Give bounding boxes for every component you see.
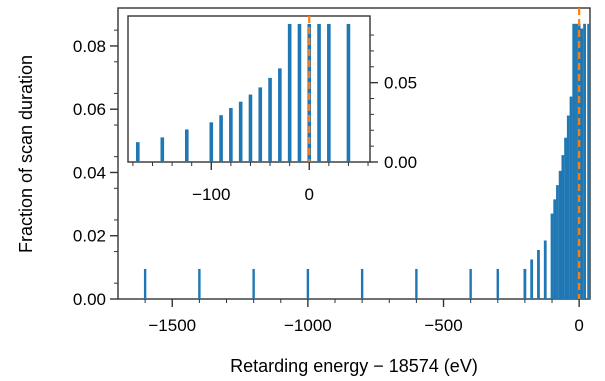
- main-bar: [523, 268, 527, 299]
- main-axes: −1500 −1000 −500 00.000.020.040.060.08: [73, 29, 584, 335]
- main-x-tick-label: 0: [574, 316, 583, 335]
- inset-y-tick-label: 0.00: [384, 153, 417, 172]
- main-y-tick-label: 0.04: [73, 163, 106, 182]
- main-bar: [469, 268, 472, 299]
- main-bar: [537, 249, 540, 299]
- inset-bar: [307, 23, 312, 162]
- main-x-tick-label: −1500: [148, 316, 196, 335]
- main-bar: [577, 23, 581, 300]
- inset-bar: [287, 23, 292, 162]
- main-bar: [580, 28, 584, 299]
- inset-bar: [238, 101, 243, 162]
- inset-bar: [248, 94, 253, 162]
- main-bar: [556, 185, 559, 299]
- main-bar: [575, 23, 578, 300]
- main-bar: [564, 137, 567, 299]
- inset-bar: [327, 23, 331, 162]
- inset-x-tick-label: 0: [305, 185, 314, 204]
- inset-bar: [278, 68, 282, 162]
- inset-bar: [184, 129, 189, 162]
- inset-bar: [258, 87, 263, 162]
- main-bar: [198, 268, 201, 299]
- inset-bar: [268, 77, 272, 162]
- main-bar: [530, 259, 534, 299]
- main-bar: [143, 268, 147, 299]
- x-axis-label: Retarding energy − 18574 (eV): [230, 356, 478, 376]
- main-y-tick-label: 0.08: [73, 37, 106, 56]
- inset-bar: [229, 108, 233, 162]
- main-bars: [143, 8, 591, 300]
- inset-axes: −100 0 0.00 0.05: [132, 34, 417, 204]
- inset-x-tick-label: −100: [192, 185, 230, 204]
- main-bar: [553, 199, 557, 299]
- main-y-tick-label: 0.02: [73, 227, 106, 246]
- main-bar: [587, 23, 591, 300]
- main-bar: [583, 23, 586, 300]
- main-y-tick-label: 0.00: [73, 290, 106, 309]
- main-x-tick-label: −500: [424, 316, 462, 335]
- inset-bar: [317, 23, 321, 162]
- main-bar: [572, 23, 576, 300]
- main-y-tick-label: 0.06: [73, 100, 106, 119]
- inset-bar: [135, 142, 140, 162]
- main-x-tick-label: −1000: [284, 316, 332, 335]
- inset-bar: [346, 23, 351, 162]
- main-bar: [569, 96, 573, 299]
- inset-bar: [209, 122, 214, 162]
- main-bar: [496, 268, 499, 299]
- inset-bar: [219, 115, 223, 162]
- y-axis-label: Fraction of scan duration: [16, 55, 36, 253]
- inset-bar: [297, 23, 302, 162]
- main-bar: [543, 240, 547, 299]
- inset-y-tick-label: 0.05: [384, 74, 417, 93]
- main-bar: [306, 268, 310, 299]
- main-bar: [252, 268, 255, 299]
- main-bar: [558, 170, 562, 299]
- main-bar: [561, 155, 565, 299]
- inset-bars: [135, 16, 351, 162]
- main-bar: [415, 268, 418, 299]
- main-bar: [360, 268, 364, 299]
- inset-bar: [160, 137, 165, 162]
- main-bar: [566, 115, 570, 299]
- main-bar: [550, 213, 554, 299]
